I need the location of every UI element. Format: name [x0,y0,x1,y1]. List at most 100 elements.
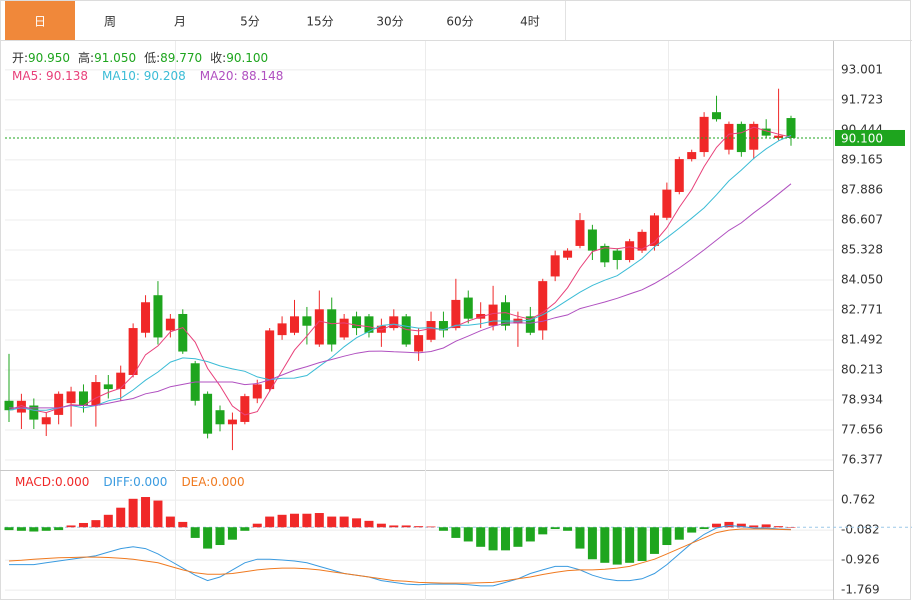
macd-bar [699,527,709,530]
macd-bar [476,527,486,547]
macd-bar [227,527,237,540]
quote-value: 90.950 [28,51,70,65]
tab[interactable]: 30分 [355,1,426,40]
tab[interactable]: 5分 [215,1,286,40]
macd-bar [488,527,498,551]
tab-bg [285,1,355,40]
macd-bar [649,527,659,554]
candle-body [302,316,312,326]
macd-bar [203,527,213,549]
candle-body [674,159,684,192]
macd-bar [16,527,26,531]
y-tick-label: -0.082 [841,523,880,537]
candle-body [141,302,151,333]
macd-bar [302,513,312,528]
tab[interactable]: 60分 [425,1,496,40]
macd-bar [103,514,113,528]
candle-body [277,323,287,336]
macd-bar [4,527,14,531]
macd-bar [252,523,262,528]
candle-body [488,304,498,326]
macd-bar [761,524,771,528]
macd-bar [662,527,672,546]
tab-bg [355,1,425,40]
macd-bar [538,527,548,535]
candle-body [128,328,138,376]
macd-bar [153,500,163,528]
candle-body [550,255,560,277]
tab[interactable]: 周 [75,1,146,40]
y-tick-label: 91.723 [841,92,883,106]
candle-body [41,417,51,425]
candle-body [16,400,26,413]
macd-bar [687,527,697,533]
last-price-label: 90.100 [841,131,883,145]
quote-value: 91.050 [94,51,136,65]
candle-body [314,309,324,345]
macd-legend-item: DEA:0.000 [181,475,244,489]
macd-bar [141,497,151,528]
candle-body [438,321,448,331]
macd-bar [128,498,138,528]
tab[interactable]: 15分 [285,1,356,40]
macd-bar [774,526,784,528]
candle-body [401,316,411,345]
candle-body [761,128,771,136]
tab-bg [425,1,495,40]
tab-bg [5,1,75,40]
macd-bar [116,507,126,528]
macd-legend: MACD:0.000 DIFF:0.000 DEA:0.000 [15,475,245,489]
y-tick-label: 78.934 [841,393,883,407]
ma-legend: MA5: 90.138 MA10: 90.208 MA20: 88.148 [12,69,283,83]
macd-bar [625,527,635,563]
macd-legend-item: MACD:0.000 [15,475,89,489]
quote-value: 90.100 [226,51,268,65]
tab[interactable]: 4时 [495,1,566,40]
candle-body [525,316,535,333]
tab-label: 周 [104,15,116,29]
macd-bar [289,513,299,528]
y-tick-label: 80.213 [841,363,883,377]
candle-body [352,316,362,329]
candle-body [91,382,101,406]
macd-bar [736,523,746,528]
macd-bar [749,525,759,528]
y-tick-label: 87.886 [841,182,883,196]
candle-body [252,384,262,399]
tab[interactable]: 日 [5,1,76,40]
macd-line [9,524,792,587]
macd-bar [78,522,88,528]
ma-legend-item: MA10: 90.208 [102,69,186,83]
tab-bg [75,1,145,40]
candle-body [29,405,39,420]
quote-label: 高: [78,50,94,65]
candle-body [587,229,597,251]
tab-label: 4时 [520,15,540,29]
quote-label: 低: [144,51,160,65]
macd-bar [600,527,610,563]
quote-label: 收: [210,51,226,65]
macd-bar [451,527,461,538]
tab[interactable]: 月 [145,1,216,40]
y-tick-label: 85.328 [841,242,883,256]
macd-bar [91,520,101,528]
macd-bar [178,521,188,528]
tab-label: 30分 [376,15,403,29]
candle-body [612,250,622,261]
candle-body [165,318,175,331]
candle-body [662,189,672,218]
candle-body [339,318,349,338]
macd-line [8,528,792,584]
macd-bar [401,525,411,528]
candle-body [600,245,610,263]
macd-bar [41,527,51,531]
candle-body [774,135,784,138]
ma-line [9,183,792,409]
candle-body [178,313,188,352]
candle-body [563,250,573,258]
macd-bar [463,527,473,542]
ma-legend-item: MA20: 88.148 [200,69,284,83]
candle-body [501,302,511,326]
tab-label: 5分 [240,15,260,29]
macd-bar [265,516,275,528]
